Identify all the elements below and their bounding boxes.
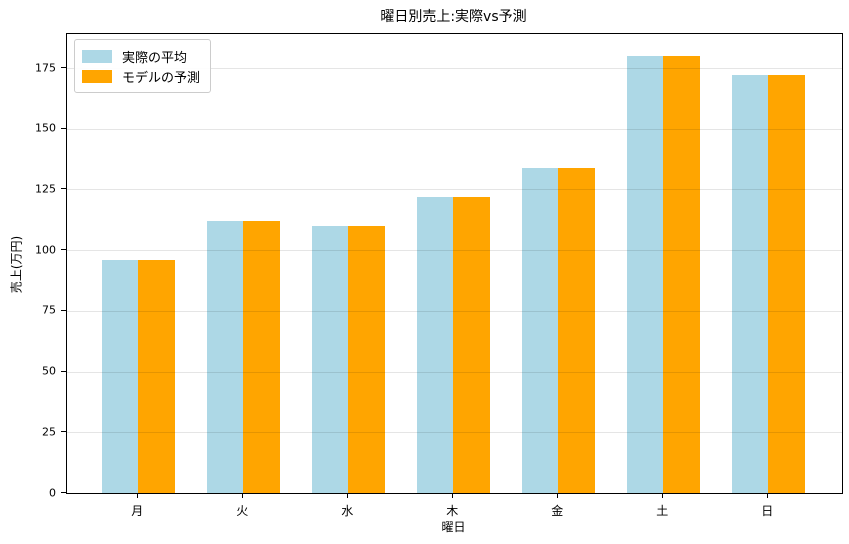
gridline-100 — [67, 250, 842, 252]
legend-item-actual: 実際の平均 — [82, 46, 200, 66]
x-tick-label-木: 木 — [446, 504, 459, 518]
x-axis-label: 曜日 — [441, 520, 466, 534]
gridline-125 — [67, 189, 842, 191]
y-tick-label: 175 — [35, 61, 56, 74]
x-tick-label-水: 水 — [341, 504, 354, 518]
y-tick-label: 100 — [35, 243, 56, 257]
bar-actual-火 — [206, 221, 244, 493]
x-tick-mark — [557, 493, 559, 498]
x-tick-mark — [137, 493, 139, 498]
legend-swatch-predicted — [82, 69, 112, 83]
y-tick-mark — [61, 67, 66, 68]
bar-predicted-金 — [558, 167, 596, 493]
bar-predicted-水 — [348, 225, 386, 493]
y-tick-label: 0 — [49, 486, 56, 499]
legend: 実際の平均 モデルの予測 — [74, 39, 212, 93]
y-tick-mark — [61, 431, 66, 433]
gridline-50 — [67, 371, 842, 373]
y-tick-mark — [61, 188, 66, 190]
legend-item-predicted: モデルの予測 — [82, 66, 200, 86]
gridline-75 — [67, 310, 842, 312]
y-tick-label: 125 — [35, 182, 56, 196]
bar-actual-木 — [416, 196, 454, 493]
legend-label-predicted: モデルの予測 — [122, 70, 201, 86]
bar-actual-日 — [731, 75, 769, 493]
y-tick-mark — [61, 127, 66, 129]
x-tick-mark — [662, 493, 664, 498]
bar-predicted-木 — [453, 196, 491, 493]
bar-actual-月 — [101, 259, 139, 493]
y-tick-label: 25 — [42, 425, 56, 439]
y-tick-mark — [61, 492, 66, 493]
gridline-25 — [67, 432, 842, 434]
x-tick-label-日: 日 — [761, 504, 774, 518]
y-tick-mark — [61, 309, 66, 311]
bar-predicted-月 — [138, 259, 176, 493]
bar-actual-土 — [626, 55, 664, 493]
y-tick-label: 75 — [42, 303, 56, 317]
x-tick-label-火: 火 — [236, 504, 249, 518]
y-tick-mark — [61, 249, 66, 251]
gridline-150 — [67, 128, 842, 130]
bar-predicted-日 — [768, 75, 806, 493]
x-tick-mark — [767, 493, 769, 498]
x-tick-mark — [452, 493, 454, 498]
plot-area: 実際の平均 モデルの予測 — [66, 33, 843, 494]
x-tick-label-金: 金 — [551, 504, 564, 518]
gridline-175 — [67, 68, 842, 69]
legend-label-actual: 実際の平均 — [122, 50, 188, 66]
bar-actual-水 — [311, 225, 349, 493]
y-tick-mark — [61, 370, 66, 372]
bar-actual-金 — [521, 167, 559, 493]
x-tick-mark — [347, 493, 349, 498]
chart-title: 曜日別売上:実際vs予測 — [380, 9, 527, 25]
legend-swatch-actual — [82, 49, 112, 63]
bar-predicted-土 — [663, 55, 701, 493]
y-axis-label: 売上(万円) — [9, 235, 24, 294]
x-tick-label-月: 月 — [131, 504, 144, 518]
y-tick-label: 150 — [35, 121, 56, 135]
y-tick-label: 50 — [42, 364, 56, 378]
x-tick-label-土: 土 — [656, 504, 669, 518]
x-tick-mark — [242, 493, 244, 498]
bar-predicted-火 — [243, 221, 281, 493]
